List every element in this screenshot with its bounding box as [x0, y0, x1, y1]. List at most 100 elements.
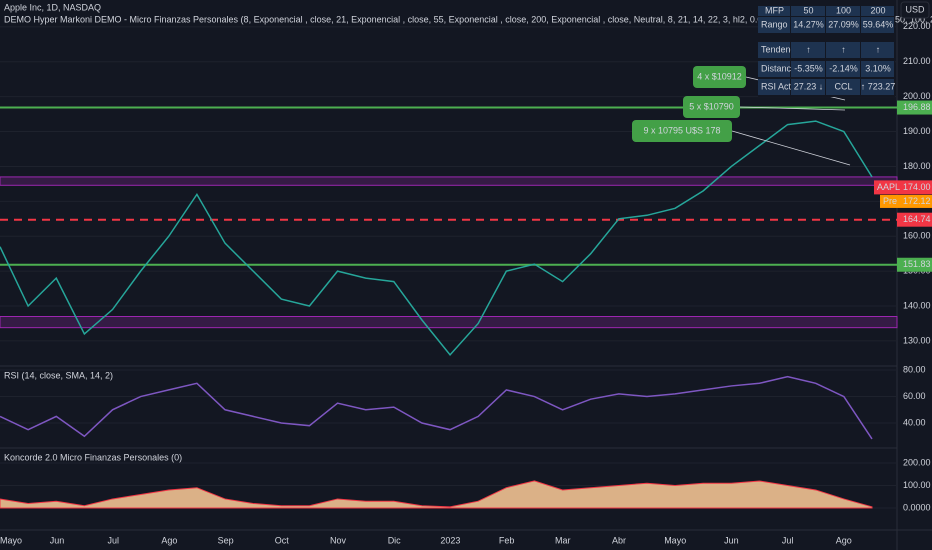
x-tick-label: Mar — [555, 535, 571, 545]
table-cell — [861, 61, 894, 77]
x-tick-label: 2023 — [440, 535, 460, 545]
table-cell — [758, 42, 790, 58]
table-header: 200 — [870, 5, 885, 15]
table-cell — [791, 61, 825, 77]
table-cell-text: 59.64% — [863, 19, 894, 29]
level-tag — [897, 100, 932, 115]
last-price-tag — [874, 180, 932, 195]
zone-band — [0, 315, 898, 329]
callout-text: 5 x $10790 — [689, 101, 734, 111]
y-tick-label: 190.00 — [903, 126, 931, 136]
level-label: 196.88 — [903, 102, 931, 112]
pre-price-name: Pre — [883, 196, 897, 206]
table-cell-text: 27.09% — [828, 19, 859, 29]
symbol-title: Apple Inc, 1D, NASDAQ — [4, 2, 101, 12]
x-tick-label: Ago — [836, 535, 852, 545]
table-cell — [826, 61, 860, 77]
koncorde-area — [0, 480, 873, 509]
table-cell-text: ↑ — [876, 44, 881, 54]
table-cell — [861, 17, 894, 33]
callout-box — [683, 96, 740, 118]
table-cell-text: ↑ — [806, 44, 811, 54]
y-tick-label: 130.00 — [903, 335, 931, 345]
currency-button[interactable] — [900, 1, 930, 19]
table-cell — [791, 17, 825, 33]
y-tick-label: 200.00 — [903, 457, 931, 467]
x-tick-label: Oct — [275, 535, 290, 545]
table-cell-text: ↑ 723.27 — [861, 81, 896, 91]
x-tick-label: Jul — [782, 535, 794, 545]
table-cell-text: Tendencia — [761, 44, 802, 54]
callout-box — [693, 66, 746, 88]
rsi-line — [0, 375, 873, 440]
x-tick-label: Feb — [499, 535, 515, 545]
y-tick-label: 40.00 — [903, 417, 926, 427]
y-tick-label: 140.00 — [903, 300, 931, 310]
table-cell — [861, 42, 894, 58]
table-cell-text: 3.10% — [865, 63, 891, 73]
table-cell — [791, 79, 825, 95]
table-cell-text: -2.14% — [829, 63, 858, 73]
x-tick-label: Abr — [612, 535, 626, 545]
x-tick-label: Ago — [161, 535, 177, 545]
y-tick-label: 60.00 — [903, 391, 926, 401]
y-tick-label: 220.00 — [903, 21, 931, 31]
table-cell — [826, 17, 860, 33]
x-tick-label: Dic — [388, 535, 401, 545]
y-tick-label: 160.00 — [903, 231, 931, 241]
table-cell-text: 14.27% — [793, 19, 824, 29]
y-tick-label: 200.00 — [903, 91, 931, 101]
x-tick-label: Jul — [107, 535, 119, 545]
table-cell — [826, 42, 860, 58]
level-label: 151.83 — [903, 259, 931, 269]
rsi-title: RSI (14, close, SMA, 14, 2) — [4, 370, 113, 380]
indicator-title: DEMO Hyper Markoni DEMO - Micro Finanzas… — [4, 14, 932, 24]
table-header: MFP — [765, 5, 784, 15]
x-tick-label: Sep — [218, 535, 234, 545]
table-cell-text: 27.23 ↓ — [794, 81, 824, 91]
table-cell — [758, 79, 790, 95]
x-tick-label: Nov — [330, 535, 347, 545]
table-cell — [758, 17, 790, 33]
table-header: 50 — [803, 5, 813, 15]
last-price: 174.00 — [903, 182, 931, 192]
table-cell-text: Rango — [761, 19, 788, 29]
y-tick-label: 210.00 — [903, 56, 931, 66]
table-header: 100 — [836, 5, 851, 15]
table-cell — [758, 6, 790, 16]
table-cell-text: CCL — [834, 81, 852, 91]
currency[interactable]: USD — [905, 4, 925, 14]
table-cell — [826, 6, 860, 16]
y-tick-label: 180.00 — [903, 161, 931, 171]
y-tick-label: 0.0000 — [903, 502, 931, 512]
table-cell-text: RSI Actual — [761, 81, 803, 91]
y-tick-label: 80.00 — [903, 364, 926, 374]
callout-text: 4 x $10912 — [697, 71, 742, 81]
table-cell-text: Distancia — [761, 63, 798, 73]
table-cell — [791, 42, 825, 58]
table-cell — [791, 6, 825, 16]
x-tick-label: Mayo — [0, 535, 22, 545]
callout-text: 9 x 10795 U$S 178 — [643, 125, 720, 135]
table-cell-text: ↑ — [841, 44, 846, 54]
x-tick-label: Jun — [50, 535, 65, 545]
level-label: 164.74 — [903, 214, 931, 224]
callout-pointer — [731, 130, 851, 166]
koncorde-title: Koncorde 2.0 Micro Finanzas Personales (… — [4, 452, 182, 462]
x-tick-label: Jun — [724, 535, 739, 545]
table-cell-text: -5.35% — [794, 63, 823, 73]
table-cell — [758, 61, 790, 77]
pre-price-tag — [880, 194, 932, 208]
zone-band — [0, 176, 898, 186]
y-tick-label: 100.00 — [903, 480, 931, 490]
pre-price: 172.12 — [903, 196, 931, 206]
last-price-name: AAPL — [877, 182, 900, 192]
x-tick-label: Mayo — [664, 535, 686, 545]
table-cell — [826, 79, 860, 95]
callout-pointer — [739, 106, 846, 111]
table-cell — [861, 6, 894, 16]
level-tag — [897, 212, 932, 227]
level-tag — [897, 257, 932, 272]
